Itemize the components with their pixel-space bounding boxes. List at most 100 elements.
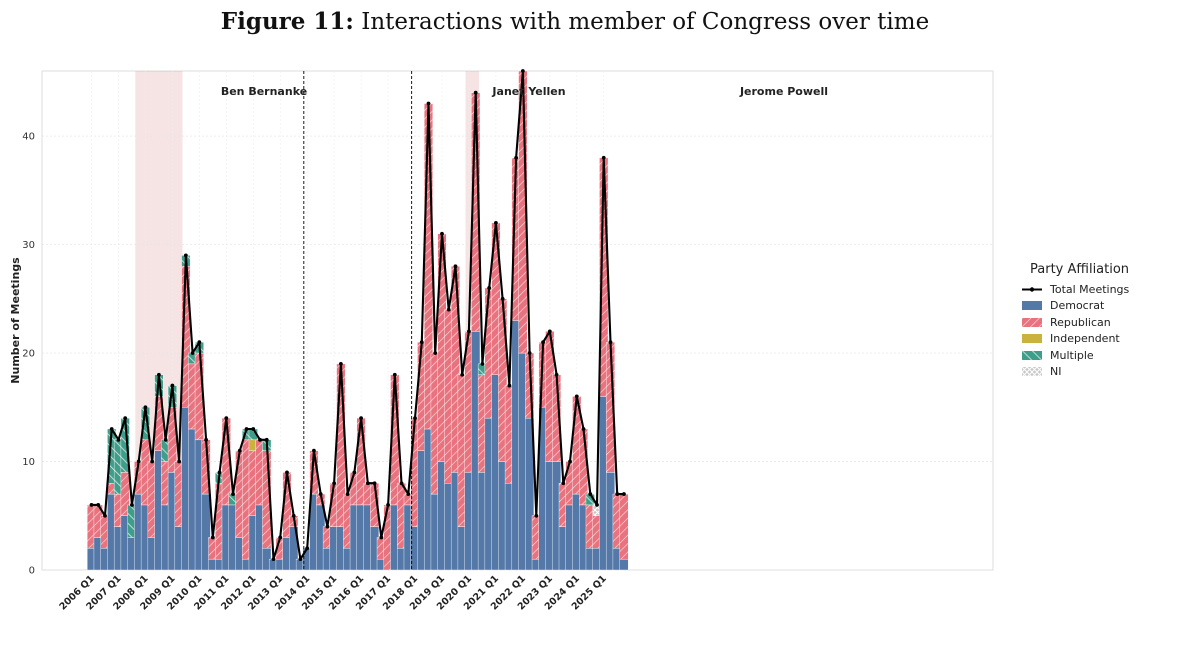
y-tick-label: 40 <box>22 132 35 143</box>
legend-item-ni: NI <box>1022 364 1129 381</box>
total-meetings-point-24 <box>251 427 256 431</box>
total-meetings-point-35 <box>325 524 330 529</box>
total-meetings-point-29 <box>285 470 289 475</box>
bar-democrat-79 <box>619 558 629 571</box>
total-meetings-point-1 <box>96 503 101 507</box>
total-meetings-point-55 <box>460 372 465 377</box>
y-tick-label: 30 <box>22 240 35 251</box>
total-meetings-point-10 <box>157 372 161 377</box>
legend-swatch-democrat <box>1022 301 1042 311</box>
total-meetings-point-0 <box>89 503 94 507</box>
total-meetings-point-33 <box>312 448 316 453</box>
legend-item-multiple: Multiple <box>1022 347 1129 364</box>
total-meetings-point-43 <box>379 535 384 540</box>
total-meetings-point-44 <box>386 503 390 507</box>
total-meetings-point-4 <box>116 437 121 442</box>
total-meetings-point-16 <box>197 340 202 345</box>
chair-label-0: Ben Bernanke <box>221 85 307 98</box>
figure-title-text: Interactions with member of Congress ove… <box>361 9 930 35</box>
total-meetings-point-53 <box>446 307 451 312</box>
total-meetings-point-71 <box>568 459 572 464</box>
total-meetings-point-47 <box>406 492 411 496</box>
total-meetings-line <box>91 69 624 561</box>
total-meetings-point-51 <box>433 351 438 355</box>
total-meetings-point-74 <box>588 492 593 496</box>
legend: Party Affiliation Total Meetings Democra… <box>1022 262 1129 380</box>
legend-label-democrat: Democrat <box>1050 299 1105 313</box>
legend-label-republican: Republican <box>1050 315 1111 329</box>
total-meetings-point-26 <box>264 437 269 442</box>
total-meetings-point-2 <box>103 513 107 518</box>
total-meetings-point-3 <box>109 427 114 431</box>
total-meetings-point-9 <box>150 459 155 464</box>
total-meetings-point-73 <box>581 427 586 431</box>
total-meetings-point-70 <box>561 481 566 486</box>
total-meetings-point-46 <box>399 481 404 486</box>
legend-swatch-ni <box>1022 367 1042 377</box>
total-meetings-point-23 <box>244 427 249 431</box>
total-meetings-point-32 <box>305 546 310 551</box>
total-meetings-point-31 <box>298 557 303 562</box>
legend-item-democrat: Democrat <box>1022 298 1129 315</box>
total-meetings-point-34 <box>318 492 323 496</box>
total-meetings-point-52 <box>440 231 444 236</box>
y-tick-label: 10 <box>22 457 35 468</box>
total-meetings-point-14 <box>183 253 188 258</box>
total-meetings-point-63 <box>514 155 519 160</box>
total-meetings-point-69 <box>554 372 559 377</box>
figure-title: Figure 11: Interactions with member of C… <box>0 8 1150 35</box>
total-meetings-point-38 <box>345 492 350 496</box>
y-tick-label: 0 <box>29 566 35 577</box>
total-meetings-point-64 <box>520 69 525 73</box>
total-meetings-point-17 <box>204 437 208 442</box>
total-meetings-point-68 <box>547 329 552 334</box>
total-meetings-point-7 <box>136 459 141 464</box>
total-meetings-point-45 <box>392 372 397 377</box>
total-meetings-point-6 <box>130 503 134 507</box>
total-meetings-point-37 <box>338 361 343 366</box>
total-meetings-point-11 <box>163 437 168 442</box>
total-meetings-point-57 <box>473 90 478 95</box>
total-meetings-point-49 <box>419 340 424 345</box>
y-tick-label: 20 <box>22 349 35 360</box>
total-meetings-point-20 <box>224 416 229 421</box>
chair-label-2: Jerome Powell <box>739 85 828 98</box>
total-meetings-point-28 <box>278 535 283 540</box>
total-meetings-point-65 <box>527 351 532 355</box>
total-meetings-point-5 <box>123 416 128 421</box>
legend-item-republican: Republican <box>1022 314 1129 331</box>
total-meetings-point-77 <box>608 340 613 345</box>
legend-label-total: Total Meetings <box>1050 282 1130 296</box>
total-meetings-point-50 <box>426 101 431 106</box>
total-meetings-point-60 <box>494 220 498 225</box>
total-meetings-point-56 <box>467 329 471 334</box>
bar-republican-79 <box>619 493 629 560</box>
figure-label: Figure 11: <box>220 8 354 35</box>
total-meetings-point-15 <box>190 351 195 355</box>
total-meetings-point-30 <box>291 513 296 518</box>
total-meetings-point-62 <box>507 383 512 388</box>
total-meetings-point-18 <box>210 535 215 540</box>
total-meetings-point-8 <box>143 405 148 410</box>
y-axis-label: Number of Meetings <box>9 257 22 384</box>
total-meetings-point-42 <box>372 481 377 486</box>
total-meetings-point-66 <box>534 513 539 518</box>
total-meetings-point-36 <box>332 481 337 486</box>
total-meetings-point-78 <box>615 492 620 496</box>
legend-swatch-independent <box>1022 334 1042 344</box>
total-meetings-point-21 <box>231 492 235 496</box>
total-meetings-point-59 <box>487 286 492 290</box>
chair-label-1: Janet Yellen <box>491 85 565 98</box>
total-meetings-point-76 <box>601 155 606 160</box>
total-meetings-point-61 <box>500 296 505 301</box>
legend-line-swatch <box>1022 287 1042 292</box>
total-meetings-point-72 <box>574 394 579 399</box>
total-meetings-point-48 <box>413 416 417 421</box>
total-meetings-point-67 <box>541 340 545 345</box>
legend-item-independent: Independent <box>1022 331 1129 348</box>
total-meetings-point-75 <box>595 503 599 507</box>
legend-title: Party Affiliation <box>1030 262 1130 277</box>
legend-label-multiple: Multiple <box>1050 348 1094 362</box>
total-meetings-point-12 <box>170 383 175 388</box>
